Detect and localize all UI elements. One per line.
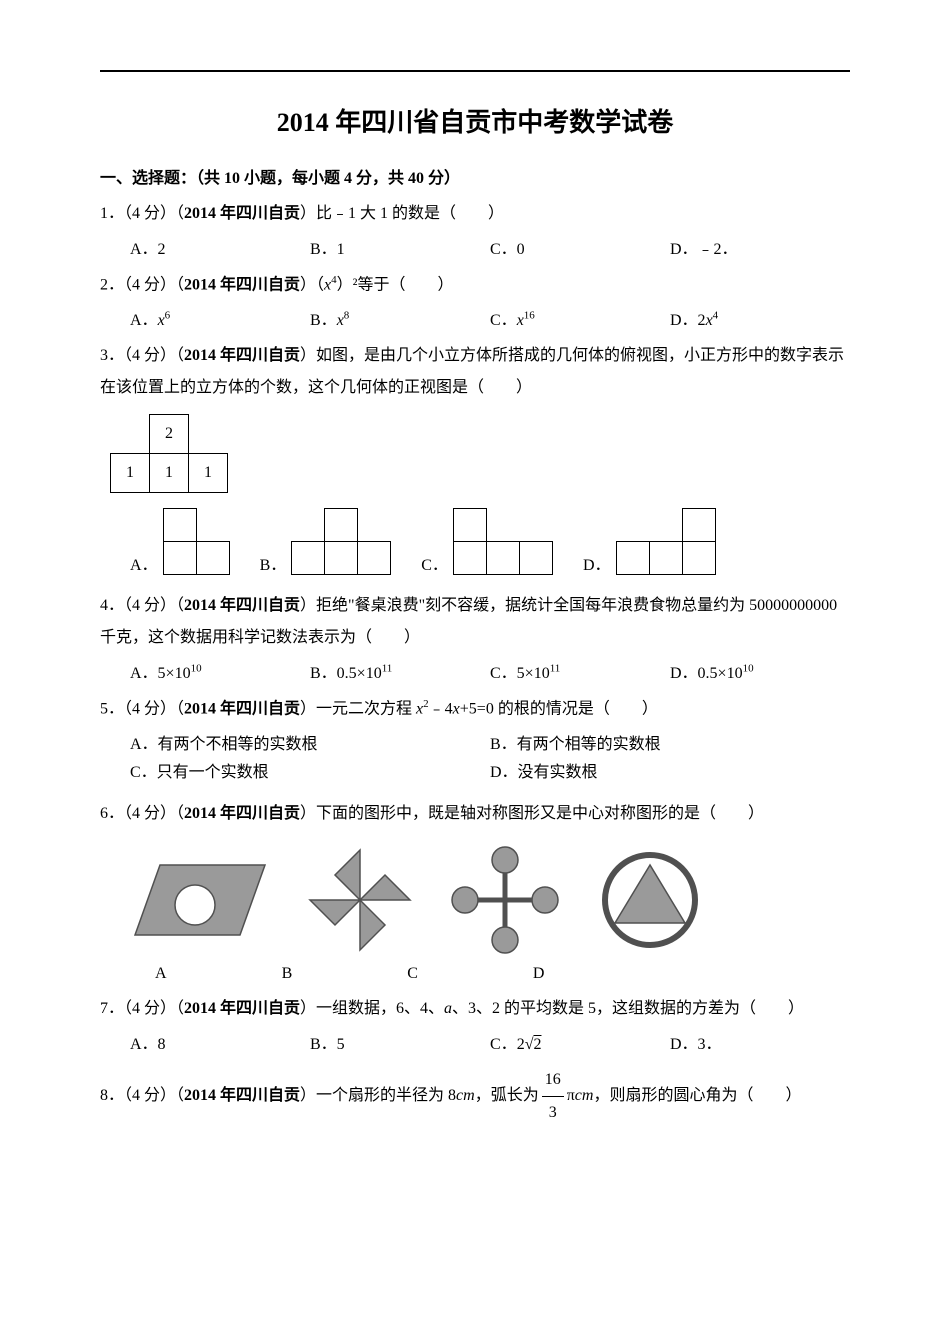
- q3-view-c: [453, 508, 553, 575]
- q3-opt-a-group: A．: [130, 508, 230, 575]
- q6-shape-a: [130, 855, 270, 945]
- q5-opt-b: B．有两个相等的实数根: [490, 731, 850, 760]
- q6-bold: 2014 年四川自贡: [184, 805, 300, 822]
- q2-opt-c: C．x16: [490, 306, 670, 330]
- q7-options: A．8 B．5 C．2√2 D．3．: [130, 1030, 850, 1054]
- q7-bold: 2014 年四川自贡: [184, 1000, 300, 1017]
- q7-opt-b: B．5: [310, 1030, 490, 1054]
- q2-end: ）²等于（ ）: [337, 276, 454, 293]
- q5-options: A．有两个不相等的实数根 B．有两个相等的实数根 C．只有一个实数根 D．没有实…: [130, 731, 850, 789]
- q3-view-d: [616, 508, 716, 575]
- question-8: 8．（4 分）（2014 年四川自贡）一个扇形的半径为 8cm，弧长为163πc…: [100, 1064, 850, 1129]
- q2-opt-b: B．x8: [310, 306, 490, 330]
- q2-options: A．x6 B．x8 C．x16 D．2x4: [130, 306, 850, 330]
- q3-opt-d-group: D．: [583, 508, 716, 575]
- q1-opt-a: A．2: [130, 235, 310, 259]
- question-4: 4．（4 分）（2014 年四川自贡）拒绝"餐桌浪费"刻不容缓，据统计全国每年浪…: [100, 590, 850, 654]
- q3-label-c: C．: [421, 551, 448, 575]
- q5-opt-c: C．只有一个实数根: [130, 759, 490, 788]
- q2-prefix: 2．（4 分）（: [100, 276, 184, 293]
- q6-labels: A B C D: [155, 965, 850, 983]
- q5-suffix: ）一元二次方程: [300, 701, 416, 718]
- q7-opt-c: C．2√2: [490, 1030, 670, 1054]
- q3-bold: 2014 年四川自贡: [184, 347, 300, 364]
- section-1-header: 一、选择题：（共 10 小题，每小题 4 分，共 40 分）: [100, 164, 850, 188]
- q3-label-b: B．: [260, 551, 287, 575]
- q4-options: A．5×1010 B．0.5×1011 C．5×1011 D．0.5×1010: [130, 659, 850, 683]
- q4-opt-a: A．5×1010: [130, 659, 310, 683]
- q7-prefix: 7．（4 分）（: [100, 1000, 184, 1017]
- q1-opt-c: C．0: [490, 235, 670, 259]
- q8-prefix: 8．（4 分）（: [100, 1087, 184, 1104]
- question-1: 1．（4 分）（2014 年四川自贡）比﹣1 大 1 的数是（ ）: [100, 198, 850, 230]
- q3-prefix: 3．（4 分）（: [100, 347, 184, 364]
- exam-page: 2014 年四川省自贡市中考数学试卷 一、选择题：（共 10 小题，每小题 4 …: [0, 0, 950, 1174]
- q2-opt-a: A．x6: [130, 306, 310, 330]
- q3-cell-r1c2: 1: [189, 454, 228, 493]
- q3-options: A． B． C． D．: [130, 508, 850, 575]
- q3-label-a: A．: [130, 551, 158, 575]
- question-7: 7．（4 分）（2014 年四川自贡）一组数据，6、4、a、3、2 的平均数是 …: [100, 993, 850, 1025]
- q3-opt-b-group: B．: [260, 508, 392, 575]
- q1-suffix: ）比﹣1 大 1 的数是（ ）: [300, 205, 504, 222]
- q4-bold: 2014 年四川自贡: [184, 597, 300, 614]
- q4-prefix: 4．（4 分）（: [100, 597, 184, 614]
- q1-bold: 2014 年四川自贡: [184, 205, 300, 222]
- q1-opt-d: D．﹣2．: [670, 235, 850, 259]
- q6-label-b: B: [282, 965, 293, 983]
- q5-bold: 2014 年四川自贡: [184, 701, 300, 718]
- exam-title: 2014 年四川省自贡市中考数学试卷: [100, 102, 850, 139]
- q6-shape-d: [595, 845, 705, 955]
- question-2: 2．（4 分）（2014 年四川自贡）（x4）²等于（ ）: [100, 269, 850, 301]
- q6-shape-c: [450, 845, 560, 955]
- q8-bold: 2014 年四川自贡: [184, 1087, 300, 1104]
- q3-label-d: D．: [583, 551, 611, 575]
- q6-shape-b: [305, 845, 415, 955]
- q5-prefix: 5．（4 分）（: [100, 701, 184, 718]
- q3-view-b: [291, 508, 391, 575]
- q6-suffix: ）下面的图形中，既是轴对称图形又是中心对称图形的是（ ）: [300, 805, 764, 822]
- q6-label-d: D: [533, 965, 545, 983]
- q1-prefix: 1．（4 分）（: [100, 205, 184, 222]
- q3-view-a: [163, 508, 230, 575]
- q8-suffix: ）一个扇形的半径为 8: [300, 1087, 456, 1104]
- q1-options: A．2 B．1 C．0 D．﹣2．: [130, 235, 850, 259]
- q4-opt-b: B．0.5×1011: [310, 659, 490, 683]
- q1-opt-b: B．1: [310, 235, 490, 259]
- q3-cell-r1c1: 1: [150, 454, 189, 493]
- q6-shapes: [130, 845, 850, 955]
- question-3: 3．（4 分）（2014 年四川自贡）如图，是由几个小立方体所搭成的几何体的俯视…: [100, 340, 850, 404]
- q5-opt-a: A．有两个不相等的实数根: [130, 731, 490, 760]
- q3-opt-c-group: C．: [421, 508, 553, 575]
- q4-opt-c: C．5×1011: [490, 659, 670, 683]
- q4-opt-d: D．0.5×1010: [670, 659, 850, 683]
- q7-opt-a: A．8: [130, 1030, 310, 1054]
- q3-cell-r0c1: 2: [150, 415, 189, 454]
- q2-opt-d: D．2x4: [670, 306, 850, 330]
- q6-prefix: 6．（4 分）（: [100, 805, 184, 822]
- q7-opt-d: D．3．: [670, 1030, 850, 1054]
- top-border: [100, 70, 850, 72]
- q6-label-c: C: [407, 965, 418, 983]
- q6-label-a: A: [155, 965, 167, 983]
- q5-opt-d: D．没有实数根: [490, 759, 850, 788]
- q8-fraction: 163: [542, 1064, 564, 1129]
- question-6: 6．（4 分）（2014 年四川自贡）下面的图形中，既是轴对称图形又是中心对称图…: [100, 798, 850, 830]
- q3-cell-r1c0: 1: [111, 454, 150, 493]
- q2-suffix: ）（: [300, 276, 324, 293]
- question-5: 5．（4 分）（2014 年四川自贡）一元二次方程 x2﹣4x+5=0 的根的情…: [100, 693, 850, 725]
- q7-suffix: ）一组数据，6、4、: [300, 1000, 444, 1017]
- q2-bold: 2014 年四川自贡: [184, 276, 300, 293]
- q3-top-view: 2 111: [110, 414, 850, 493]
